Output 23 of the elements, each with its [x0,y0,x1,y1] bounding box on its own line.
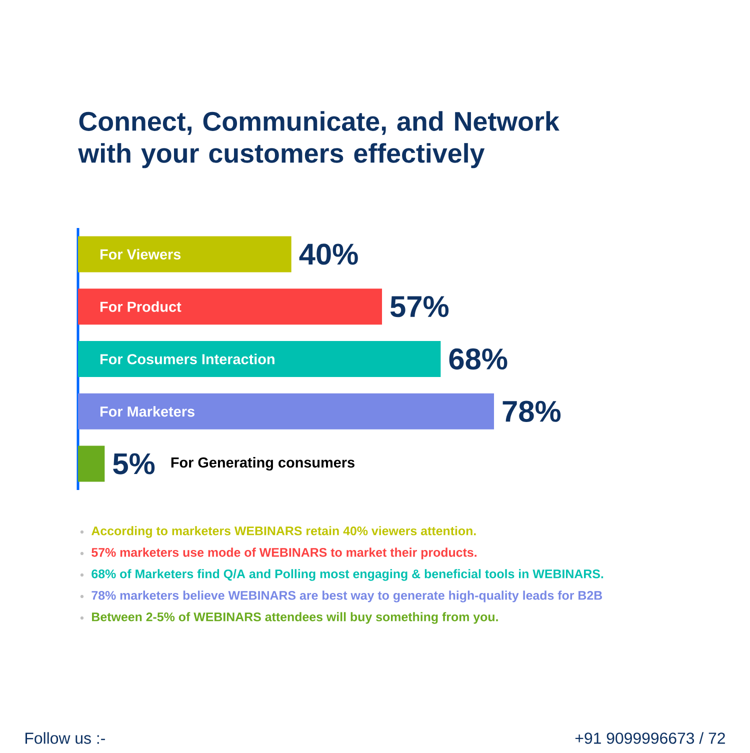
data-label: 68% [449,348,508,370]
text: +91 9099996673 / 72 [575,732,725,744]
y-tick-label: For Generating consumers [171,457,354,471]
y-tick-label: For Marketers [100,406,194,417]
y-tick-label: For Cosumers Interaction [100,354,274,364]
bar [78,340,441,377]
text: 78% marketers believe WEBINARS are best way to generate high-quality leads for B2B [92,590,602,602]
text: 57% marketers use mode of WEBINARS to market their products. [92,548,476,560]
text: Between 2-5% of WEBINARS attendees will buy something from you. [92,612,498,624]
bar [78,288,382,325]
y-tick-label: For Viewers [100,248,181,260]
data-label: 78% [502,400,561,422]
data-label: 57% [390,296,449,318]
bar [78,393,494,430]
text: Follow us :- [26,732,105,744]
data-label: 5% [113,453,155,474]
bar [78,446,105,482]
y-tick-label: For Product [100,301,182,312]
text: According to marketers WEBINARS retain 40% viewers attention. [92,526,476,538]
data-label: 40% [299,244,358,265]
chart-title: Connect, Communicate, and Network with your customers effectively [78,111,560,168]
text: 68% of Marketers find Q/A and Polling most engaging & beneficial tools in WEBINARS. [92,569,604,581]
bar [78,236,292,272]
